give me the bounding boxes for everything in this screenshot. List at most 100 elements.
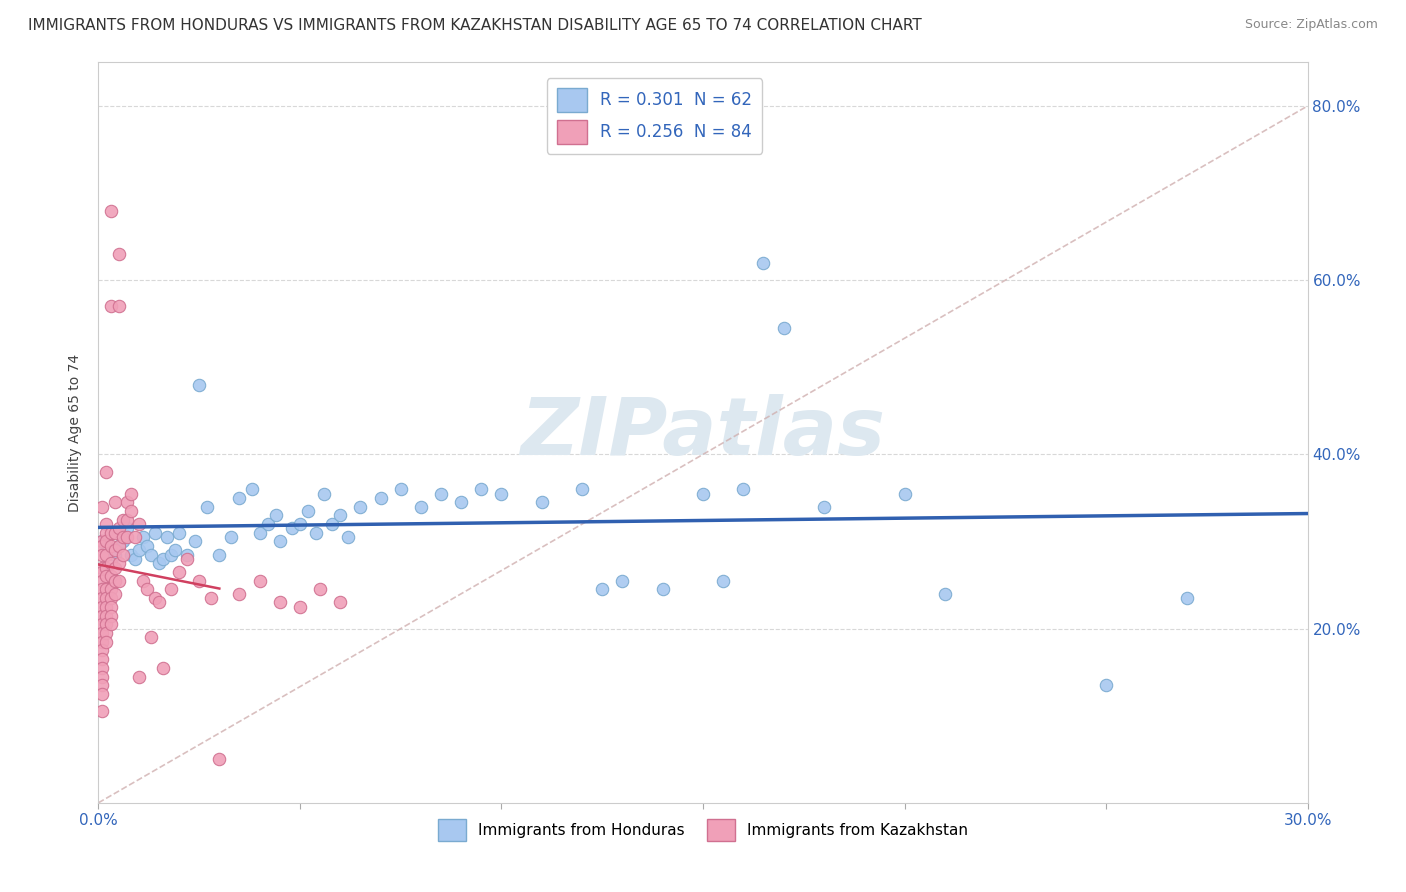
Point [143,525,166,540]
Point [256,517,278,532]
Text: ZIPatlas: ZIPatlas [520,393,886,472]
Point [160,582,183,597]
Point [111,513,134,527]
Point [139,548,162,562]
Point [91,591,114,606]
Point [160,548,183,562]
Point [91,661,114,675]
Point [430,486,453,500]
Point [91,574,114,588]
Point [100,299,122,313]
Y-axis label: Disability Age 65 to 74: Disability Age 65 to 74 [69,353,83,512]
Point [228,587,250,601]
Point [103,495,125,509]
Point [128,669,150,683]
Point [96,465,118,479]
Point [167,565,190,579]
Point [470,482,492,496]
Point [195,500,218,514]
Point [309,582,332,597]
Point [143,591,166,606]
Point [96,634,118,648]
Text: IMMIGRANTS FROM HONDURAS VS IMMIGRANTS FROM KAZAKHSTAN DISABILITY AGE 65 TO 74 C: IMMIGRANTS FROM HONDURAS VS IMMIGRANTS F… [28,18,922,33]
Point [711,574,734,588]
Point [96,560,118,574]
Point [100,591,122,606]
Point [100,617,122,632]
Point [100,525,122,540]
Point [91,687,114,701]
Point [200,591,222,606]
Point [100,608,122,623]
Point [249,574,271,588]
Point [107,521,129,535]
Point [100,539,122,553]
Point [934,587,956,601]
Point [96,517,118,532]
Point [91,652,114,666]
Legend: Immigrants from Honduras, Immigrants from Kazakhstan: Immigrants from Honduras, Immigrants fro… [432,814,974,847]
Point [91,678,114,692]
Point [107,299,129,313]
Point [96,608,118,623]
Point [100,569,122,583]
Point [752,256,775,270]
Point [651,582,673,597]
Point [269,595,291,609]
Point [100,556,122,570]
Point [96,626,118,640]
Point [321,517,343,532]
Point [139,630,162,644]
Point [152,661,174,675]
Point [115,513,138,527]
Point [91,565,114,579]
Point [91,617,114,632]
Point [91,534,114,549]
Point [167,525,190,540]
Point [148,556,170,570]
Point [228,491,250,505]
Point [107,574,129,588]
Point [96,548,118,562]
Point [152,552,174,566]
Point [269,534,291,549]
Point [100,525,122,540]
Point [111,534,134,549]
Point [91,669,114,683]
Point [91,704,114,718]
Point [107,556,129,570]
Point [96,525,118,540]
Point [115,530,138,544]
Point [188,574,211,588]
Point [221,530,243,544]
Point [103,548,125,562]
Point [96,569,118,583]
Point [1095,678,1118,692]
Point [184,534,207,549]
Text: Source: ZipAtlas.com: Source: ZipAtlas.com [1244,18,1378,31]
Point [813,500,835,514]
Point [188,377,211,392]
Point [208,752,231,766]
Point [370,491,392,505]
Point [893,486,915,500]
Point [288,599,311,614]
Point [124,530,146,544]
Point [148,595,170,609]
Point [111,530,134,544]
Point [156,530,179,544]
Point [96,599,118,614]
Point [349,500,371,514]
Point [128,543,150,558]
Point [337,530,360,544]
Point [100,582,122,597]
Point [208,548,231,562]
Point [111,548,134,562]
Point [329,508,352,523]
Point [91,548,114,562]
Point [128,517,150,532]
Point [96,539,118,553]
Point [135,539,157,553]
Point [591,582,613,597]
Point [100,203,122,218]
